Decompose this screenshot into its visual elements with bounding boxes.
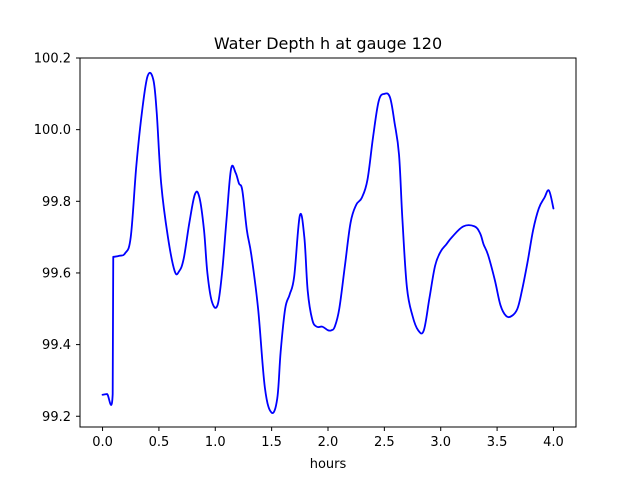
x-tick-label: 1.5 xyxy=(261,435,282,450)
axes-frame xyxy=(79,57,577,428)
x-tick-label: 3.0 xyxy=(430,435,451,450)
y-tick-label: 99.2 xyxy=(42,410,71,425)
x-axis: 0.0 0.5 1.0 1.5 2.0 2.5 3.0 3.5 4.0 xyxy=(92,427,564,450)
y-tick-label: 99.4 xyxy=(42,338,71,353)
x-tick-label: 0.0 xyxy=(92,435,113,450)
x-tick-label: 1.0 xyxy=(205,435,226,450)
x-tick-label: 0.5 xyxy=(149,435,170,450)
x-axis-title: hours xyxy=(310,457,347,472)
y-axis: 99.2 99.4 99.6 99.8 100.0 100.2 xyxy=(34,52,80,425)
y-tick-label: 100.0 xyxy=(34,123,71,138)
x-tick-label: 2.5 xyxy=(374,435,395,450)
x-tick-label: 4.0 xyxy=(543,435,564,450)
y-tick-label: 100.2 xyxy=(34,52,71,67)
y-tick-label: 99.6 xyxy=(42,266,71,281)
y-tick-label: 99.8 xyxy=(42,195,71,210)
plot-area xyxy=(101,71,555,414)
x-tick-label: 2.0 xyxy=(318,435,339,450)
chart-title: Water Depth h at gauge 120 xyxy=(214,34,442,53)
x-tick-label: 3.5 xyxy=(487,435,508,450)
water-depth-series-line xyxy=(101,71,555,414)
